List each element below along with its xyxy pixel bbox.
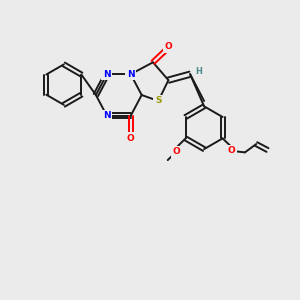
Text: O: O — [228, 146, 236, 155]
Text: N: N — [103, 111, 111, 120]
Text: S: S — [155, 97, 162, 106]
Text: O: O — [172, 147, 180, 156]
Text: O: O — [127, 134, 135, 143]
Text: H: H — [196, 67, 202, 76]
Text: N: N — [103, 70, 111, 79]
Text: O: O — [165, 42, 172, 51]
Text: N: N — [127, 70, 134, 79]
